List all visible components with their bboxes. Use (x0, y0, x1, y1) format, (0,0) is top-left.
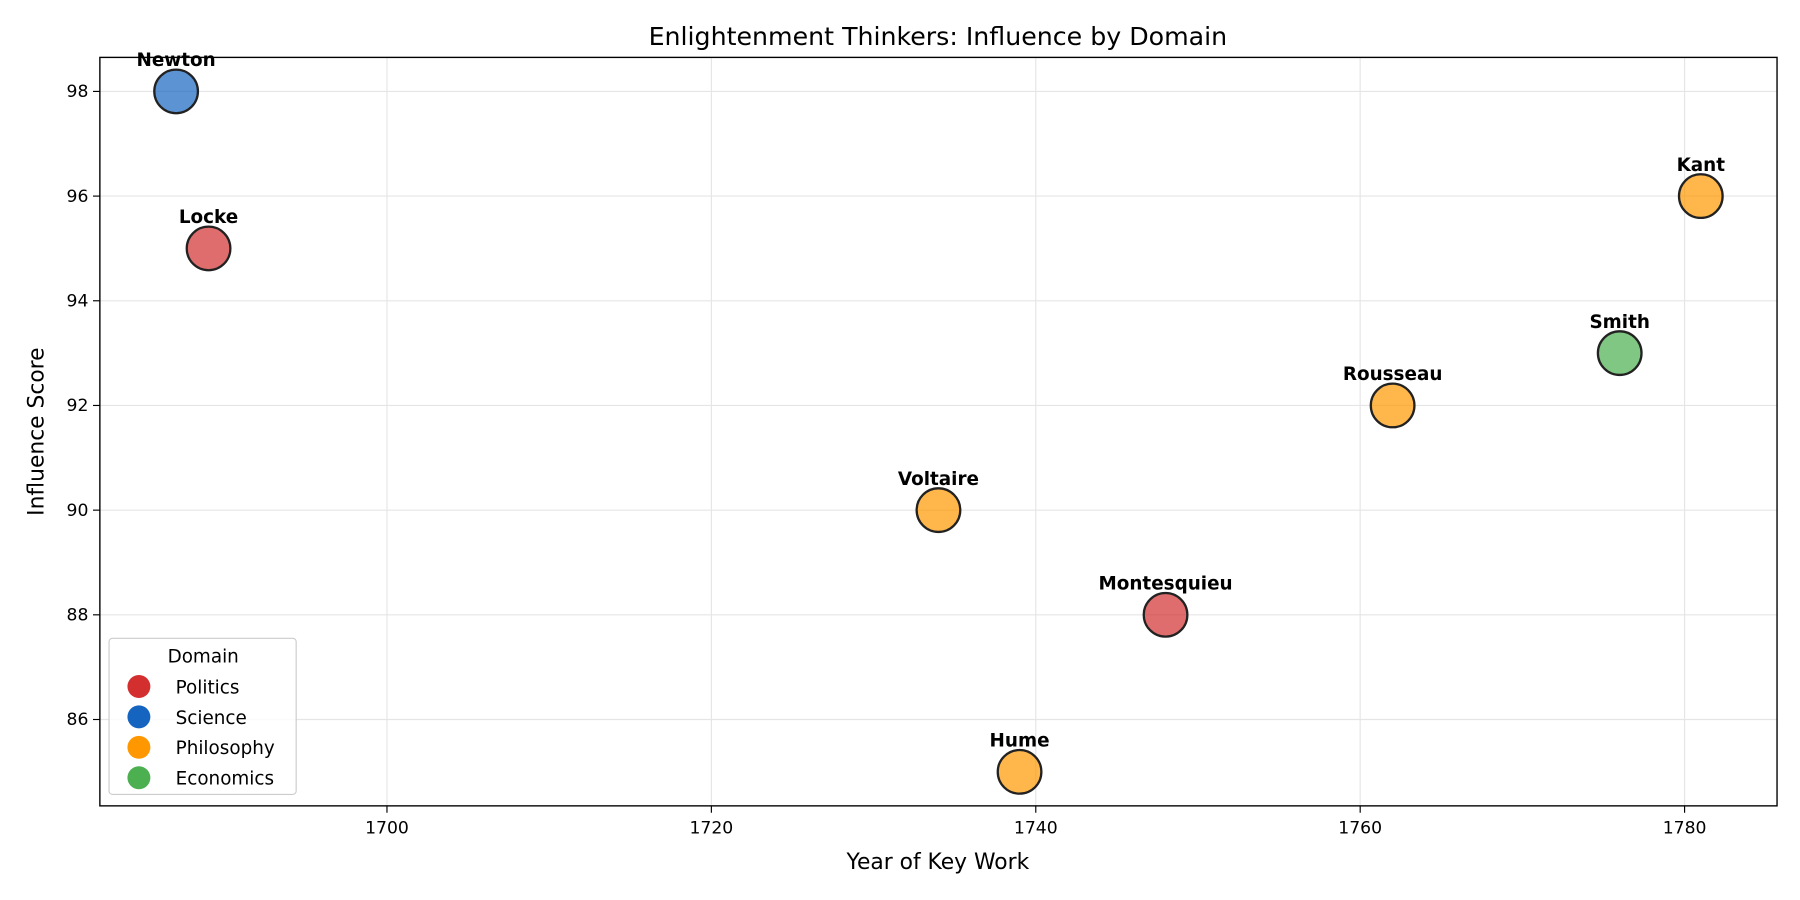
legend-entry: Politics (176, 677, 240, 698)
legend-marker-politics (127, 675, 151, 698)
chart-title: Enlightenment Thinkers: Influence by Dom… (649, 22, 1228, 51)
legend: Domain Politics Science Philosophy Economic… (108, 637, 297, 795)
y-tick-label: 96 (67, 187, 89, 207)
y-tick-label: 88 (67, 606, 89, 626)
x-tick-label: 1700 (365, 818, 409, 838)
grid (99, 57, 1778, 806)
legend-marker-economics (127, 766, 151, 790)
y-tick-label: 94 (67, 292, 89, 312)
point-locke (185, 225, 232, 272)
point-hume (996, 748, 1043, 795)
point-montesquieu (1142, 591, 1189, 638)
point-label: Newton (136, 50, 215, 71)
point-label: Kant (1677, 155, 1726, 176)
legend-box (108, 637, 297, 795)
point-newton (153, 68, 200, 115)
point-label: Voltaire (898, 469, 979, 490)
x-tick-label: 1740 (1014, 818, 1058, 838)
y-axis-label: Influence Score (25, 347, 50, 515)
x-tick-label: 1720 (689, 818, 733, 838)
point-label: Locke (179, 207, 238, 228)
y-tick-label: 86 (67, 710, 89, 730)
y-tick-label: 92 (67, 396, 89, 416)
plot-frame (99, 56, 1778, 807)
point-voltaire (915, 487, 962, 534)
point-label: Rousseau (1343, 364, 1443, 385)
point-label: Montesquieu (1098, 574, 1232, 595)
point-rousseau (1369, 382, 1416, 429)
legend-entry: Economics (176, 769, 274, 790)
legend-entry: Science (176, 708, 247, 729)
x-tick-label: 1760 (1338, 818, 1382, 838)
legend-entry: Philosophy (176, 738, 275, 759)
axis-ticks: 1700 1720 1740 1760 1780 86 88 90 92 94 96 98 (67, 82, 1707, 838)
point-smith (1596, 330, 1643, 377)
y-tick-label: 98 (67, 82, 89, 102)
legend-marker-philosophy (127, 735, 151, 759)
point-label: Hume (990, 731, 1050, 752)
x-axis-label: Year of Key Work (846, 850, 1030, 875)
x-tick-label: 1780 (1663, 818, 1707, 838)
legend-marker-science (127, 705, 151, 729)
y-tick-label: 90 (67, 501, 89, 521)
data-points: Newton Locke Voltaire Hume Montesquieu Rousse… (136, 50, 1726, 795)
point-label: Smith (1589, 312, 1650, 333)
legend-title: Domain (168, 646, 239, 667)
point-kant (1677, 173, 1724, 220)
